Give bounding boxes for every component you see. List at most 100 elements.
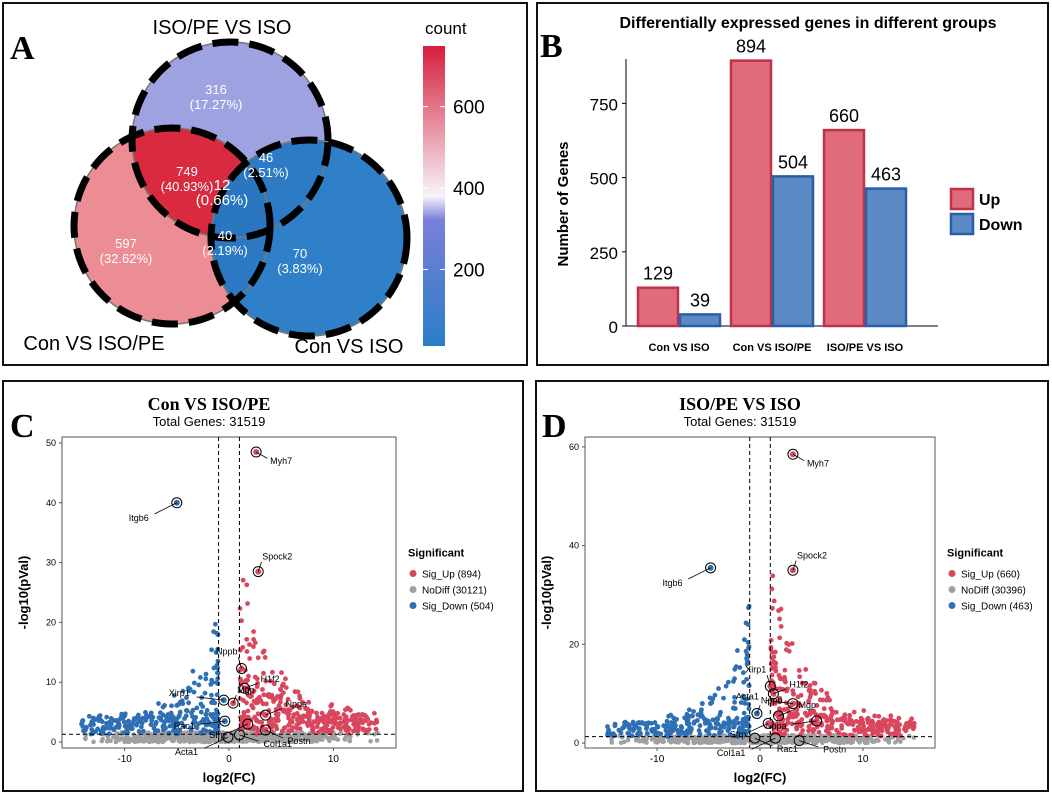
gene-label: Xirp1 bbox=[169, 688, 190, 698]
point-up bbox=[244, 636, 250, 642]
y-tick-label: 10 bbox=[46, 677, 56, 687]
point-down bbox=[215, 676, 221, 682]
gene-label: Mgp bbox=[799, 700, 817, 710]
point-down bbox=[209, 647, 214, 653]
point-down bbox=[166, 718, 172, 724]
point-down bbox=[163, 714, 169, 720]
point-down bbox=[176, 714, 182, 720]
point-down bbox=[194, 705, 200, 711]
point-up bbox=[271, 699, 276, 704]
labeled-point-ring bbox=[751, 707, 763, 719]
point-up bbox=[355, 728, 361, 733]
point-nodiff bbox=[806, 733, 812, 738]
point-down bbox=[148, 722, 154, 728]
point-nodiff bbox=[633, 738, 639, 743]
point-down bbox=[203, 676, 209, 682]
y-tick-label: 20 bbox=[569, 639, 579, 649]
point-up bbox=[283, 676, 288, 682]
venn-pct-iso_conpe: (40.93%) bbox=[161, 179, 214, 194]
point-up bbox=[279, 683, 285, 689]
point-up bbox=[374, 717, 379, 723]
point-down bbox=[744, 676, 750, 682]
point-down bbox=[744, 655, 750, 661]
point-up bbox=[316, 729, 321, 735]
point-up bbox=[263, 678, 269, 684]
point-down bbox=[740, 718, 746, 724]
point-up bbox=[790, 714, 796, 720]
point-down bbox=[618, 730, 624, 736]
gene-label: Postn bbox=[823, 745, 846, 755]
bar-up bbox=[729, 59, 773, 328]
gene-label: Col1a1 bbox=[717, 748, 746, 758]
point-nodiff bbox=[848, 740, 854, 745]
point-nodiff bbox=[685, 738, 691, 743]
point-down bbox=[191, 680, 197, 686]
bar-value-label: 894 bbox=[736, 37, 766, 57]
point-down bbox=[183, 707, 189, 713]
point-up bbox=[311, 719, 317, 725]
point-up bbox=[254, 676, 260, 682]
panel-b: B Differentially expressed genes in diff… bbox=[536, 2, 1049, 366]
point-down bbox=[744, 661, 750, 667]
point-down bbox=[126, 718, 131, 724]
y-tick-label: 50 bbox=[46, 438, 56, 448]
point-up bbox=[774, 722, 780, 728]
gene-label: Rac1 bbox=[777, 744, 798, 754]
venn-count-coniso_only: 70 bbox=[293, 246, 307, 261]
point-up bbox=[861, 708, 867, 713]
labeled-point bbox=[244, 721, 251, 728]
point-up bbox=[343, 719, 349, 725]
point-nodiff bbox=[125, 735, 131, 740]
point-down bbox=[727, 732, 733, 738]
point-down bbox=[734, 715, 740, 721]
point-up bbox=[811, 708, 817, 714]
point-up bbox=[255, 655, 261, 661]
point-down bbox=[82, 727, 88, 733]
point-up bbox=[789, 721, 795, 727]
gene-label: Acta1 bbox=[736, 692, 759, 702]
point-nodiff bbox=[283, 738, 289, 744]
point-up bbox=[825, 717, 830, 723]
point-down bbox=[653, 729, 659, 735]
point-down bbox=[138, 724, 144, 730]
point-down bbox=[213, 707, 219, 713]
point-up bbox=[253, 717, 259, 723]
point-up bbox=[867, 721, 873, 727]
gene-label: Itgb6 bbox=[129, 513, 149, 523]
point-up bbox=[800, 728, 806, 733]
colorbar bbox=[423, 46, 445, 346]
point-up bbox=[804, 713, 810, 719]
label-leader bbox=[244, 683, 258, 689]
point-down bbox=[211, 717, 217, 723]
point-up bbox=[782, 674, 787, 680]
venn-set-label-con-iso: Con VS ISO bbox=[295, 336, 404, 358]
x-tick-label: 0 bbox=[757, 754, 763, 765]
venn-pct-iso_coniso: (2.51%) bbox=[243, 165, 289, 180]
point-up bbox=[251, 688, 257, 694]
point-down bbox=[715, 716, 721, 722]
y-tick-label: 60 bbox=[569, 442, 579, 452]
labeled-point bbox=[770, 690, 777, 697]
labeled-point-ring bbox=[749, 732, 761, 744]
point-down bbox=[679, 725, 685, 731]
point-nodiff bbox=[112, 734, 118, 740]
label-leader bbox=[792, 720, 817, 725]
point-down bbox=[174, 722, 180, 728]
point-nodiff bbox=[639, 738, 645, 744]
point-up bbox=[286, 728, 292, 734]
point-up bbox=[821, 706, 827, 712]
point-down bbox=[731, 724, 737, 730]
venn-dash-right bbox=[207, 136, 411, 340]
point-up bbox=[326, 712, 332, 717]
point-nodiff bbox=[126, 739, 132, 745]
labeled-point-ring bbox=[252, 566, 264, 578]
point-down bbox=[128, 726, 134, 732]
point-up bbox=[894, 719, 900, 725]
point-up bbox=[283, 685, 289, 690]
point-up bbox=[309, 708, 315, 714]
point-up bbox=[885, 729, 890, 735]
point-down bbox=[122, 723, 128, 729]
point-up bbox=[848, 721, 854, 726]
point-down bbox=[203, 671, 209, 677]
label-leader bbox=[239, 734, 259, 742]
